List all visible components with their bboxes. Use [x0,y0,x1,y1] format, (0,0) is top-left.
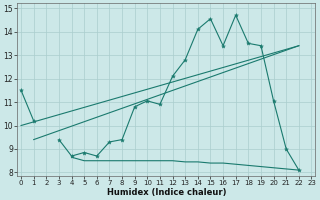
X-axis label: Humidex (Indice chaleur): Humidex (Indice chaleur) [107,188,226,197]
